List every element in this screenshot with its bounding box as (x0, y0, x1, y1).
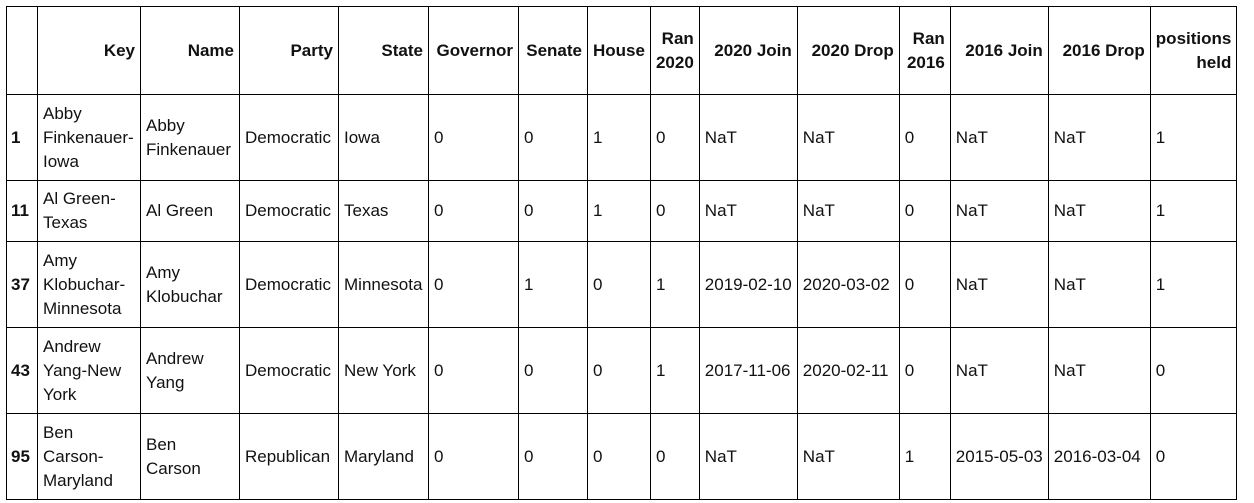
cell-2016-drop: NaT (1047, 241, 1151, 328)
cell-2020-drop: 2020-02-11 (796, 327, 900, 414)
column-header-state: State (338, 6, 429, 95)
cell-2020-join: NaT (698, 180, 798, 242)
cell-state: Maryland (338, 413, 429, 500)
row-index: 37 (6, 241, 38, 328)
cell-state: New York (338, 327, 429, 414)
column-header-party: Party (239, 6, 339, 95)
cell-2020-drop: NaT (796, 413, 900, 500)
cell-governor: 0 (428, 180, 519, 242)
cell-key: Amy Klobuchar-Minnesota (37, 241, 141, 328)
index-header (6, 6, 38, 95)
column-header-house: House (587, 6, 651, 95)
cell-house: 0 (587, 241, 651, 328)
cell-ran-2020: 0 (649, 413, 700, 500)
column-header-senate: Senate (518, 6, 588, 95)
column-header-ran-2016: Ran 2016 (898, 6, 951, 95)
cell-state: Minnesota (338, 241, 429, 328)
column-header-positions-held: positions held (1149, 6, 1238, 95)
cell-2016-join: NaT (949, 241, 1049, 328)
cell-2016-join: NaT (949, 94, 1049, 181)
cell-ran-2020: 1 (649, 327, 700, 414)
cell-positions-held: 0 (1149, 413, 1238, 500)
cell-ran-2020: 1 (649, 241, 700, 328)
cell-ran-2016: 0 (898, 327, 951, 414)
column-header-key: Key (37, 6, 141, 95)
cell-2020-join: 2019-02-10 (698, 241, 798, 328)
table-row: 43 Andrew Yang-New York Andrew Yang Demo… (6, 327, 1238, 414)
cell-house: 1 (587, 94, 651, 181)
cell-key: Al Green-Texas (37, 180, 141, 242)
cell-2016-drop: 2016-03-04 (1047, 413, 1151, 500)
cell-house: 0 (587, 413, 651, 500)
table-row: 1 Abby Finkenauer-Iowa Abby Finkenauer D… (6, 94, 1238, 181)
cell-positions-held: 1 (1149, 180, 1238, 242)
cell-2016-drop: NaT (1047, 327, 1151, 414)
cell-senate: 0 (518, 327, 588, 414)
cell-governor: 0 (428, 327, 519, 414)
column-header-2016-join: 2016 Join (949, 6, 1049, 95)
row-index: 43 (6, 327, 38, 414)
column-header-governor: Governor (428, 6, 519, 95)
row-index: 1 (6, 94, 38, 181)
cell-key: Abby Finkenauer-Iowa (37, 94, 141, 181)
cell-2020-join: 2017-11-06 (698, 327, 798, 414)
cell-governor: 0 (428, 241, 519, 328)
cell-name: Andrew Yang (140, 327, 240, 414)
cell-senate: 0 (518, 413, 588, 500)
cell-2016-drop: NaT (1047, 94, 1151, 181)
cell-ran-2020: 0 (649, 180, 700, 242)
cell-party: Democratic (239, 94, 339, 181)
cell-2020-join: NaT (698, 94, 798, 181)
cell-2020-join: NaT (698, 413, 798, 500)
cell-state: Iowa (338, 94, 429, 181)
cell-ran-2016: 1 (898, 413, 951, 500)
cell-ran-2016: 0 (898, 94, 951, 181)
dataframe-output: Key Name Party State Governor Senate Hou… (6, 6, 1238, 500)
cell-name: Abby Finkenauer (140, 94, 240, 181)
cell-2016-join: 2015-05-03 (949, 413, 1049, 500)
cell-ran-2016: 0 (898, 180, 951, 242)
cell-house: 0 (587, 327, 651, 414)
cell-2016-join: NaT (949, 327, 1049, 414)
cell-ran-2020: 0 (649, 94, 700, 181)
column-header-2016-drop: 2016 Drop (1047, 6, 1151, 95)
cell-positions-held: 1 (1149, 241, 1238, 328)
table-row: 37 Amy Klobuchar-Minnesota Amy Klobuchar… (6, 241, 1238, 328)
column-header-ran-2020: Ran 2020 (649, 6, 700, 95)
column-header-name: Name (140, 6, 240, 95)
cell-2020-drop: 2020-03-02 (796, 241, 900, 328)
cell-key: Ben Carson-Maryland (37, 413, 141, 500)
header-row: Key Name Party State Governor Senate Hou… (6, 6, 1238, 95)
cell-party: Democratic (239, 180, 339, 242)
cell-governor: 0 (428, 413, 519, 500)
cell-name: Al Green (140, 180, 240, 242)
cell-key: Andrew Yang-New York (37, 327, 141, 414)
column-header-2020-join: 2020 Join (698, 6, 798, 95)
cell-positions-held: 0 (1149, 327, 1238, 414)
column-header-2020-drop: 2020 Drop (796, 6, 900, 95)
table-row: 95 Ben Carson-Maryland Ben Carson Republ… (6, 413, 1238, 500)
cell-house: 1 (587, 180, 651, 242)
cell-senate: 1 (518, 241, 588, 328)
cell-positions-held: 1 (1149, 94, 1238, 181)
cell-2016-drop: NaT (1047, 180, 1151, 242)
cell-party: Democratic (239, 327, 339, 414)
cell-senate: 0 (518, 94, 588, 181)
cell-party: Republican (239, 413, 339, 500)
cell-party: Democratic (239, 241, 339, 328)
cell-name: Ben Carson (140, 413, 240, 500)
cell-governor: 0 (428, 94, 519, 181)
cell-name: Amy Klobuchar (140, 241, 240, 328)
cell-state: Texas (338, 180, 429, 242)
cell-2020-drop: NaT (796, 180, 900, 242)
cell-senate: 0 (518, 180, 588, 242)
dataframe-table: Key Name Party State Governor Senate Hou… (6, 6, 1238, 500)
table-row: 11 Al Green-Texas Al Green Democratic Te… (6, 180, 1238, 242)
row-index: 95 (6, 413, 38, 500)
cell-2016-join: NaT (949, 180, 1049, 242)
row-index: 11 (6, 180, 38, 242)
cell-ran-2016: 0 (898, 241, 951, 328)
cell-2020-drop: NaT (796, 94, 900, 181)
